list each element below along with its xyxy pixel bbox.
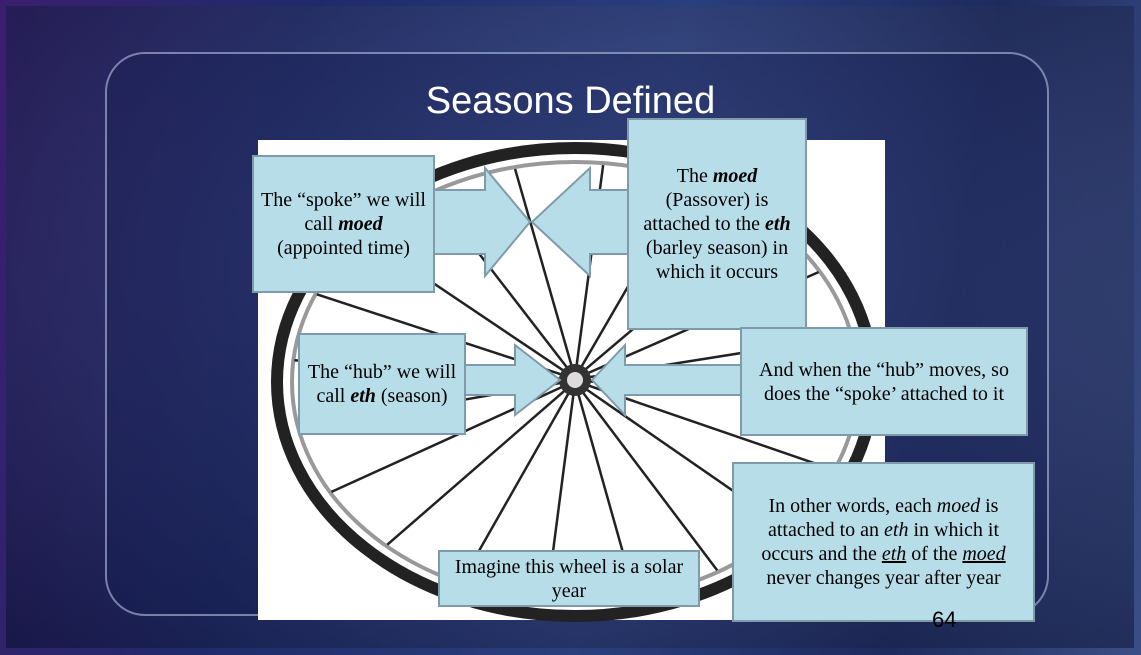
slide-title: Seasons Defined	[0, 80, 1141, 123]
text: (Passover) is attached to the	[643, 189, 768, 235]
arrow	[430, 168, 530, 276]
text: moed	[962, 543, 1005, 565]
arrow	[532, 168, 630, 276]
callout: Imagine this wheel is a solar year	[438, 550, 700, 607]
text: moed	[937, 495, 980, 517]
callout: The moed (Passover) is attached to the e…	[627, 118, 807, 330]
callout: The “spoke” we will call moed (appointed…	[252, 155, 435, 293]
text: eth	[884, 519, 908, 541]
text: (barley season) in which it occurs	[646, 237, 788, 283]
text: never changes year after year	[766, 567, 1000, 589]
text: eth	[765, 213, 791, 235]
text: Imagine this wheel is a solar year	[455, 556, 683, 602]
text: (appointed time)	[277, 237, 410, 259]
text: In other words, each	[769, 495, 937, 517]
text: moed	[338, 213, 382, 235]
text: of the	[906, 543, 962, 565]
text: moed	[713, 165, 757, 187]
page-number: 64	[932, 607, 956, 633]
slide: Seasons Defined The “spoke” we will call…	[0, 0, 1141, 655]
text: eth	[350, 385, 376, 407]
callout: The “hub” we will call eth (season)	[298, 333, 466, 435]
text: The	[677, 165, 713, 187]
callout: And when the “hub” moves, so does the “s…	[740, 327, 1028, 436]
text: (season)	[376, 385, 448, 407]
spoke	[580, 389, 717, 571]
text: And when the “hub” moves, so does the “s…	[759, 359, 1009, 405]
callout: In other words, each moed is attached to…	[732, 462, 1035, 622]
arrow	[462, 345, 560, 415]
hub-center	[567, 372, 583, 388]
text: eth	[882, 543, 906, 565]
